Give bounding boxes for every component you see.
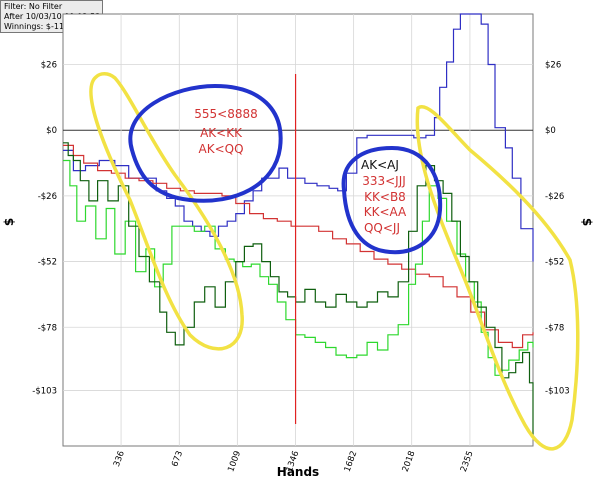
y-tick-labels-right: $26 $0 -$26 -$52 -$78 -$103 <box>545 61 570 397</box>
y-tick-label-right-2: -$26 <box>545 192 564 202</box>
annotation-label-1: AK<KK <box>200 126 243 140</box>
plot-area <box>62 13 534 447</box>
y-tick-label-right-3: -$52 <box>545 258 564 268</box>
series-line-3 <box>63 142 534 439</box>
blue-circle-right <box>341 145 443 255</box>
annotation-label-3: AK<AJ <box>361 158 399 172</box>
filter-label: Filter: No Filter <box>4 2 63 11</box>
series-line-0 <box>63 13 534 262</box>
annotation-label-4: 333<JJJ <box>362 174 406 188</box>
y-tick-label-left-2: -$26 <box>38 192 57 202</box>
y-axis-label-right: $ <box>580 218 594 226</box>
y-tick-label-left-3: -$52 <box>38 258 57 268</box>
annotation-label-0: 555<8888 <box>194 107 258 121</box>
blue-circle-left <box>128 83 283 203</box>
x-tick-label-2: 1009 <box>226 450 243 474</box>
x-tick-label-0: 336 <box>112 450 127 469</box>
y-tick-label-left-4: -$78 <box>38 323 57 333</box>
y-tick-label-right-4: -$78 <box>545 323 564 333</box>
y-axis-label-left: $ <box>2 218 16 226</box>
winnings-label: Winnings: $-119.54 <box>4 22 82 31</box>
yellow-highlight-right <box>415 104 580 451</box>
series-line-1 <box>63 144 534 349</box>
x-tick-label-6: 2355 <box>459 450 476 474</box>
annotation-labels: 555<8888 AK<KK AK<QQ AK<AJ 333<JJJ KK<B8KK<AA… <box>194 107 407 235</box>
annotation-label-5: KK<B8 <box>364 190 406 204</box>
x-axis-label: Hands <box>277 465 319 479</box>
y-tick-labels-left: $26 $0 -$26 -$52 -$78 -$103 <box>32 61 57 397</box>
y-tick-label-left-1: $0 <box>46 126 57 136</box>
after-date-label: After 10/03/10 09:03:53 <box>4 12 101 21</box>
series-lines <box>63 13 534 439</box>
x-tick-label-4: 1682 <box>343 450 360 474</box>
y-tick-label-left-5: -$103 <box>32 386 57 396</box>
y-tick-label-right-5: -$103 <box>545 386 570 396</box>
annotation-label-7: QQ<JJ <box>364 221 400 235</box>
yellow-highlight-left <box>89 72 244 351</box>
gridlines <box>63 14 533 446</box>
annotation-label-2: AK<QQ <box>198 142 243 156</box>
annotation-label-6: KK<AA <box>364 205 407 219</box>
x-tick-label-1: 673 <box>170 450 185 469</box>
y-tick-label-left-0: $26 <box>41 61 57 71</box>
x-tick-label-5: 2018 <box>401 450 418 474</box>
y-tick-label-right-0: $26 <box>545 61 561 71</box>
y-tick-label-right-1: $0 <box>545 126 556 136</box>
